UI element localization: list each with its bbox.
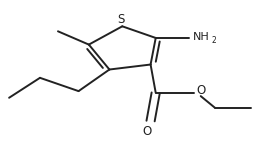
Text: S: S: [117, 13, 125, 26]
Text: 2: 2: [212, 36, 216, 45]
Text: O: O: [196, 84, 205, 97]
Text: NH: NH: [193, 32, 210, 42]
Text: O: O: [142, 125, 151, 138]
